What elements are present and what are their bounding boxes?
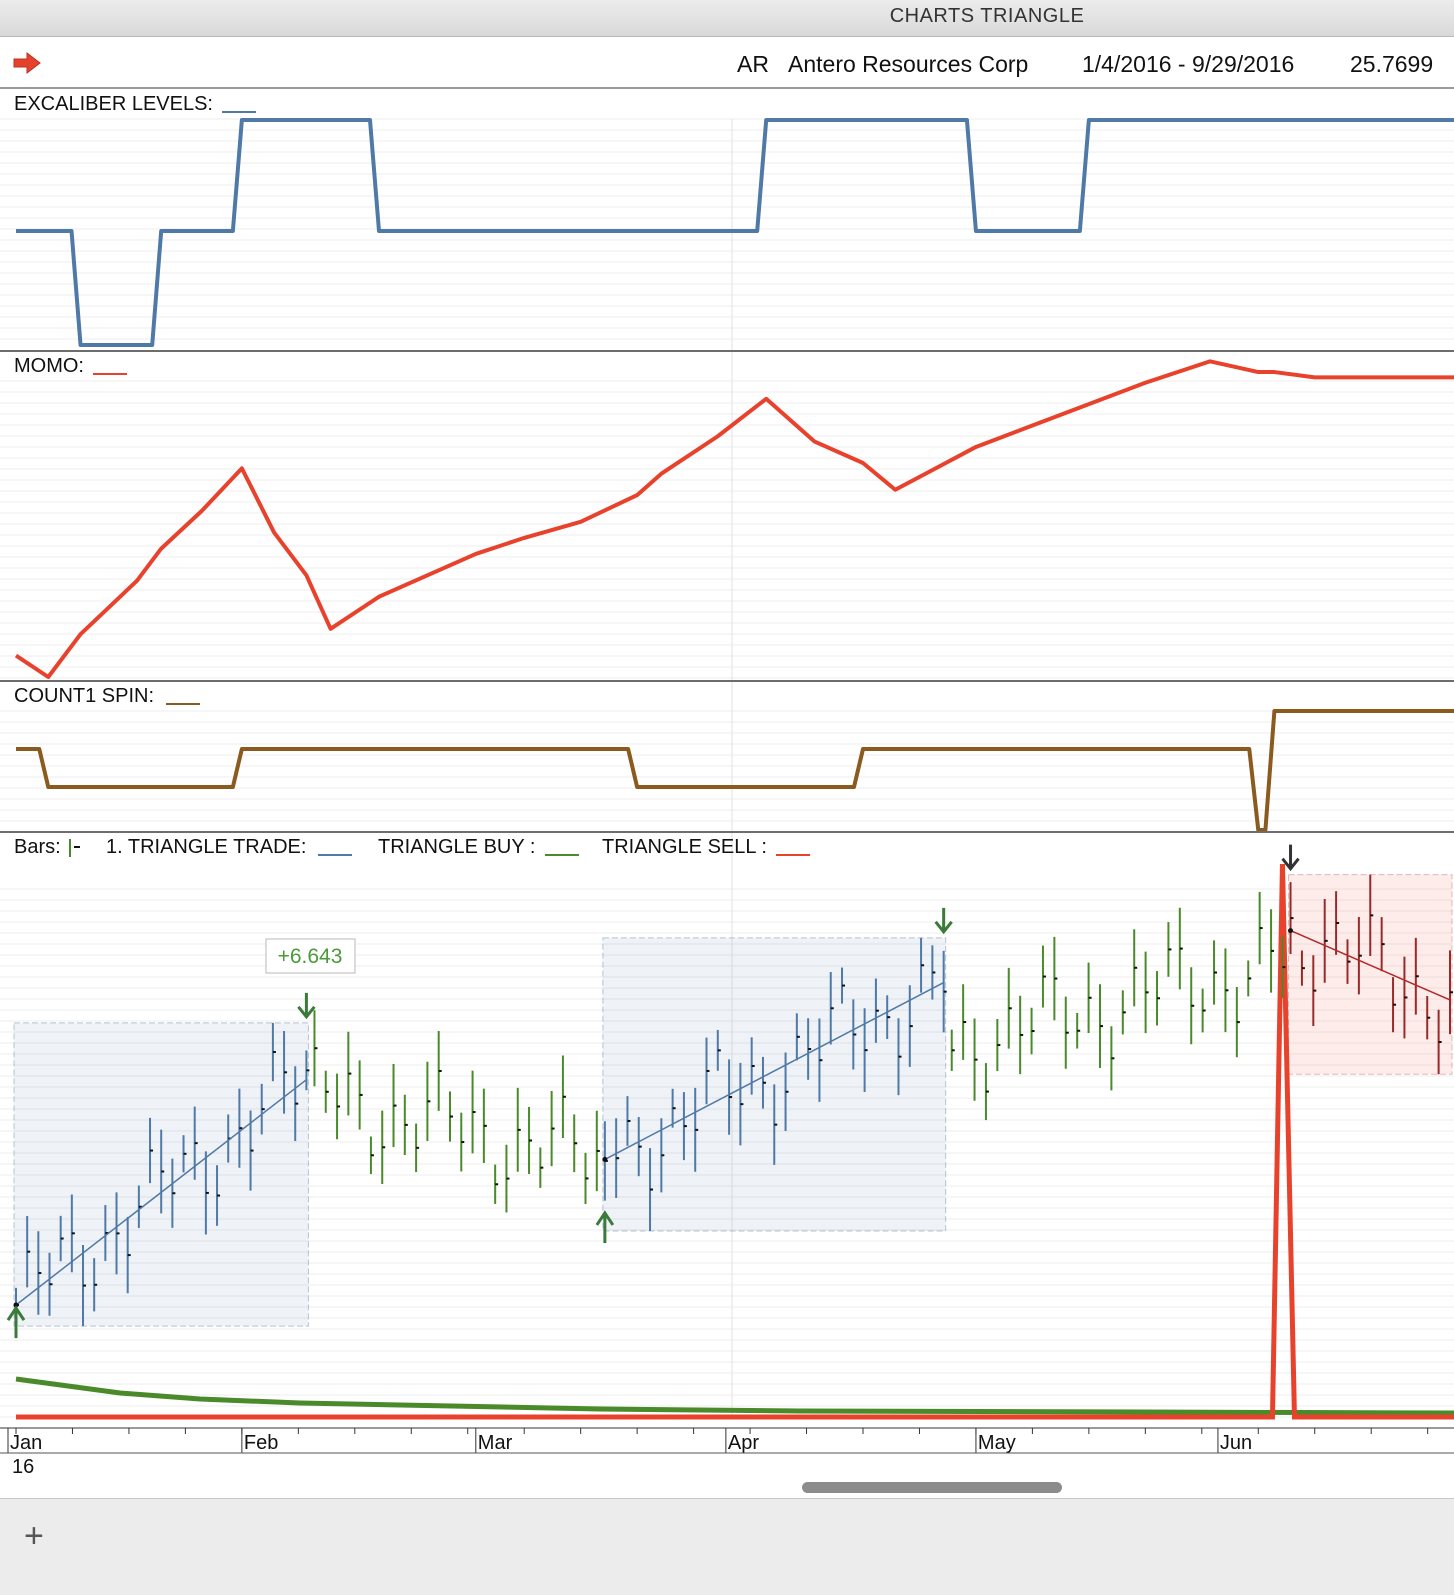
symbol-info-bar: AR Antero Resources Corp 1/4/2016 - 9/29… (0, 37, 1454, 89)
sell-down-arrow-icon (934, 907, 953, 935)
triangle-buy-line (15, 1376, 1454, 1416)
trade-boxes (13, 874, 1453, 1327)
trade-entry-point (602, 1156, 608, 1162)
chart-grid (0, 118, 1454, 1419)
trade-trend-line (1290, 929, 1451, 1001)
month-label: May (978, 1432, 1016, 1454)
date-range: 1/4/2016 - 9/29/2016 (1082, 51, 1295, 77)
year-label: 16 (12, 1456, 34, 1478)
add-pane-icon[interactable]: + (24, 1517, 44, 1555)
trade-entry-point (13, 1302, 19, 1308)
last-price: 25.7699 (1350, 51, 1434, 77)
triangle-trade-label: 1. TRIANGLE TRADE: (106, 836, 306, 858)
month-label: Feb (244, 1432, 278, 1454)
x-axis-ticks: Jan Feb Mar Apr May Jun (7, 1428, 1429, 1454)
company-name: Antero Resources Corp (788, 51, 1029, 77)
month-label: Apr (728, 1432, 759, 1454)
ticker-symbol: AR (737, 51, 769, 77)
bars-label: Bars: (14, 836, 61, 858)
trade-entry-point (1288, 928, 1294, 934)
buy-up-arrow-icon (595, 1210, 615, 1243)
month-label: Jan (10, 1432, 42, 1454)
excaliber-label: EXCALIBER LEVELS: (14, 93, 213, 115)
trade-trend-line (15, 1079, 307, 1306)
trade-markers (6, 844, 1451, 1339)
chart-area: EXCALIBER LEVELS: MOMO: COUNT1 SPIN: Bar… (0, 93, 1454, 1478)
triangle-sell-line (16, 863, 1454, 1420)
window-titlebar: CHARTS TRIANGLE (0, 0, 1454, 37)
momo-series-line (14, 359, 1454, 679)
spin-label: COUNT1 SPIN: (14, 685, 154, 707)
horizontal-scrollbar-thumb[interactable] (802, 1482, 1062, 1493)
excaliber-series-line (16, 118, 1454, 347)
month-label: Mar (478, 1432, 513, 1454)
triangle-sell-label: TRIANGLE SELL : (602, 836, 767, 858)
spin-series-line (16, 709, 1454, 832)
right-arrow-icon[interactable] (12, 51, 42, 75)
month-label: Jun (1220, 1432, 1252, 1454)
indicator-lines (14, 118, 1454, 1420)
triangle-buy-label: TRIANGLE BUY : (378, 836, 535, 858)
sell-down-arrow-icon (297, 992, 316, 1020)
bottom-toolbar: + (0, 1498, 1454, 1595)
profit-callout-box (265, 938, 356, 974)
short-entry-arrow-icon (1281, 844, 1300, 872)
buy-up-arrow-icon (6, 1305, 26, 1339)
momo-label: MOMO: (14, 355, 84, 377)
profit-callout: +6.643 (278, 945, 343, 968)
window-title: CHARTS TRIANGLE (889, 5, 1085, 27)
trade-trend-line (604, 981, 945, 1161)
